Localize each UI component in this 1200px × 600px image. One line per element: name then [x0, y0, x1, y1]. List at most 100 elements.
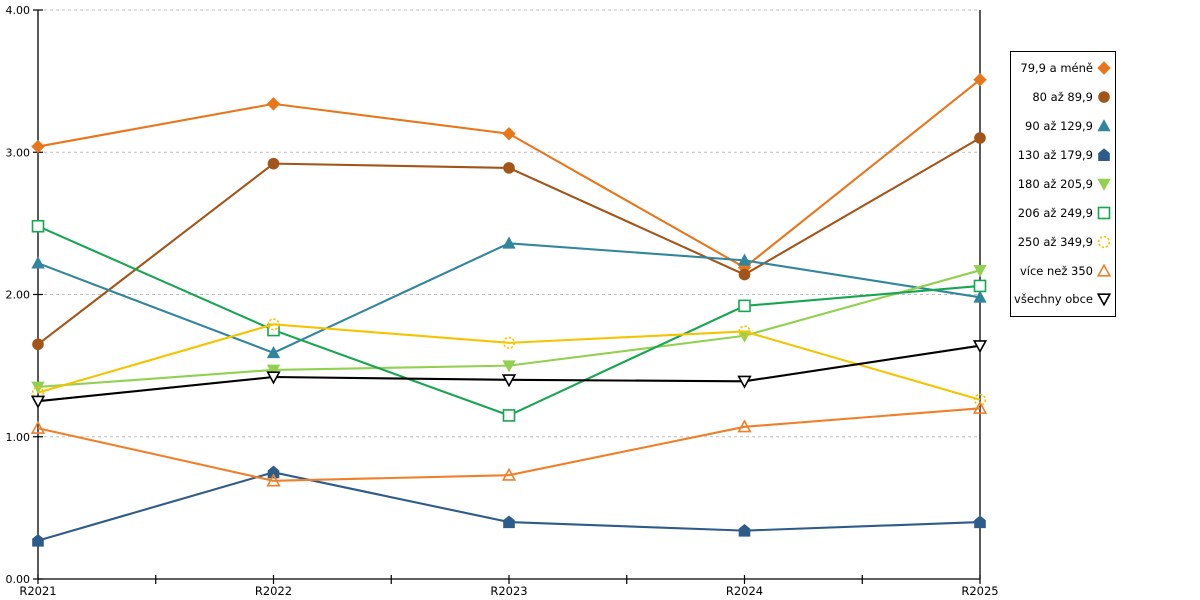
- data-point-marker: [502, 360, 516, 373]
- data-point-marker: [973, 265, 987, 278]
- data-point-marker: [973, 279, 987, 293]
- data-point-marker: [266, 473, 281, 487]
- series-80-a-89-9: [32, 132, 986, 351]
- data-point-marker: [1096, 293, 1112, 307]
- data-point-marker: [30, 420, 46, 434]
- legend-item-label: 180 až 205,9: [1017, 176, 1093, 191]
- series-v-ce-ne-350: [30, 400, 988, 487]
- data-point-marker: [267, 318, 280, 331]
- data-point-marker: [738, 268, 751, 281]
- series-206-a-249-9: [31, 219, 987, 422]
- data-point-marker: [502, 409, 516, 422]
- legend-item: všechny obce: [1011, 286, 1115, 313]
- data-point-marker: [972, 400, 988, 414]
- series-90-a-129-9: [31, 236, 987, 359]
- legend-item-label: 250 až 349,9: [1017, 234, 1093, 249]
- legend-item-label: 206 až 249,9: [1017, 205, 1093, 220]
- square-open-legend-icon: [1097, 206, 1111, 220]
- series-250-a-349-9: [31, 318, 987, 406]
- circle-legend-icon: [1098, 91, 1110, 104]
- data-point-marker: [973, 290, 987, 303]
- data-point-marker: [973, 72, 987, 87]
- data-point-marker: [31, 139, 45, 154]
- legend-item: 206 až 249,9: [1011, 199, 1115, 226]
- triangle-up-open-legend-icon: [1096, 263, 1112, 277]
- series-line: [37, 344, 981, 403]
- data-point-marker: [502, 236, 516, 249]
- legend-item-label: všechny obce: [1014, 292, 1093, 307]
- data-point-marker: [1097, 119, 1111, 132]
- data-point-marker: [31, 256, 45, 269]
- legend-item: 79,9 a méně: [1011, 55, 1115, 82]
- y-axis-label: 4.00: [6, 4, 31, 17]
- data-point-marker: [974, 132, 986, 144]
- legend-item-label: 79,9 a méně: [1020, 61, 1093, 76]
- data-point-marker: [31, 219, 45, 233]
- x-axis-label: R2021: [19, 584, 56, 598]
- y-axis-label: 3.00: [6, 146, 31, 159]
- data-point-marker: [502, 336, 516, 349]
- data-point-marker: [501, 374, 517, 388]
- data-point-marker: [32, 338, 44, 351]
- pentagon-legend-icon: [1098, 148, 1110, 162]
- diamond-legend-icon: [1097, 61, 1111, 76]
- data-point-marker: [1097, 61, 1111, 76]
- x-axis-label: R2025: [961, 584, 998, 598]
- data-point-marker: [32, 533, 44, 547]
- data-point-marker: [1097, 235, 1111, 248]
- triangle-down-open-legend-icon: [1096, 293, 1112, 307]
- data-point-marker: [1098, 148, 1110, 162]
- data-point-marker: [267, 465, 280, 479]
- series-v-echny-obce: [30, 340, 988, 409]
- legend-item: 250 až 349,9: [1011, 228, 1115, 255]
- x-axis-label: R2022: [255, 584, 292, 598]
- data-point-marker: [737, 375, 752, 389]
- data-point-marker: [501, 467, 517, 481]
- x-axis-label: R2023: [490, 584, 527, 598]
- data-point-marker: [267, 157, 280, 170]
- data-point-marker: [972, 340, 988, 354]
- legend-item-label: více než 350: [1019, 263, 1093, 278]
- series-line: [37, 471, 981, 542]
- data-point-marker: [30, 395, 46, 409]
- data-point-marker: [1098, 91, 1110, 104]
- series-130-a-179-9: [32, 465, 986, 547]
- legend-item: více než 350: [1011, 257, 1115, 284]
- data-point-marker: [737, 253, 752, 266]
- legend-item: 80 až 89,9: [1011, 84, 1115, 111]
- data-point-marker: [266, 371, 281, 385]
- data-point-marker: [738, 523, 751, 537]
- legend-item: 180 až 205,9: [1011, 170, 1115, 197]
- data-point-marker: [1097, 178, 1111, 191]
- data-point-marker: [503, 162, 515, 174]
- triangle-down-legend-icon: [1097, 178, 1111, 191]
- data-point-marker: [266, 97, 281, 111]
- y-axis-label: 0.00: [6, 573, 31, 586]
- legend-item: 90 až 129,9: [1011, 113, 1115, 140]
- legend-item-label: 90 až 129,9: [1025, 119, 1093, 134]
- y-axis-label: 1.00: [6, 431, 31, 444]
- series-line: [37, 407, 981, 482]
- data-point-marker: [973, 393, 987, 406]
- data-point-marker: [738, 325, 751, 338]
- data-point-marker: [737, 419, 752, 433]
- x-axis-label: R2024: [726, 584, 763, 598]
- y-axis-label: 2.00: [6, 289, 31, 302]
- data-point-marker: [503, 515, 515, 529]
- series-180-a-205-9: [31, 265, 987, 394]
- data-point-marker: [266, 364, 281, 377]
- data-point-marker: [1096, 263, 1112, 277]
- data-point-marker: [1097, 206, 1111, 220]
- chart-legend: 79,9 a méně 80 až 89,9 90 až 129,9 130 až 1…: [1010, 51, 1116, 317]
- data-point-marker: [974, 515, 986, 529]
- series-line: [37, 323, 981, 401]
- data-point-marker: [31, 386, 45, 399]
- data-point-marker: [738, 299, 751, 313]
- legend-item: 130 až 179,9: [1011, 142, 1115, 169]
- data-point-marker: [266, 345, 281, 359]
- legend-item-label: 80 až 89,9: [1032, 90, 1093, 105]
- data-point-marker: [502, 127, 516, 141]
- legend-item-label: 130 až 179,9: [1017, 148, 1093, 163]
